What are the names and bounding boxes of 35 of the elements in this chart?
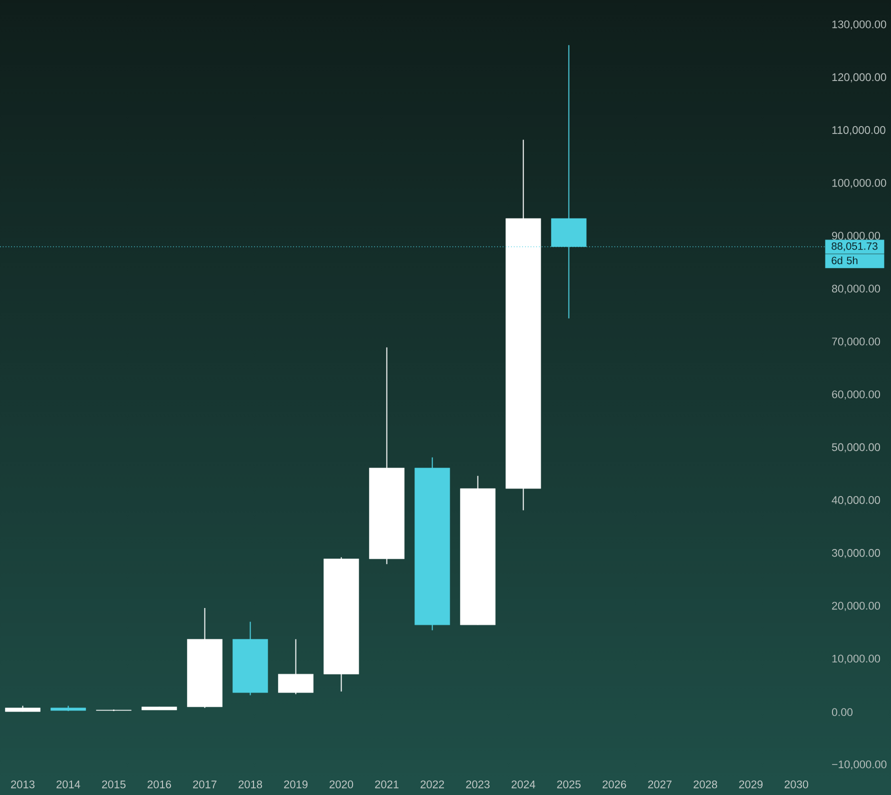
x-tick-label: 2028 xyxy=(694,780,718,788)
y-tick-label: 40,000.00 xyxy=(832,496,880,506)
y-tick-label: 30,000.00 xyxy=(832,549,880,558)
x-tick-label: 2017 xyxy=(193,780,216,788)
x-tick-label: 2030 xyxy=(784,780,808,788)
x-tick-label: 2018 xyxy=(238,780,262,788)
x-tick-label: 2015 xyxy=(102,780,126,788)
y-tick-label: 50,000.00 xyxy=(832,443,880,452)
x-tick-label: 2024 xyxy=(512,780,536,788)
x-tick-label: 2023 xyxy=(466,780,490,788)
y-tick-label: 60,000.00 xyxy=(832,390,880,400)
y-tick-label: 120,000.00 xyxy=(832,73,886,82)
x-tick-label: 2026 xyxy=(602,780,626,788)
y-tick-label: 90,000.00 xyxy=(832,232,880,241)
x-tick-label: 2029 xyxy=(739,780,763,788)
y-tick-label: −10,000.00 xyxy=(832,760,886,770)
ref-line-label: 88,051.73 xyxy=(832,242,878,252)
x-tick-label: 2013 xyxy=(11,780,35,788)
y-tick-label: 80,000.00 xyxy=(832,284,880,294)
x-tick-label: 2022 xyxy=(420,780,444,788)
text: 6d 5h xyxy=(832,256,858,264)
x-tick-label: 2014 xyxy=(56,780,80,788)
y-tick-label: 100,000.00 xyxy=(832,179,886,188)
x-tick-label: 2019 xyxy=(284,780,308,788)
y-tick-label: 10,000.00 xyxy=(832,654,880,664)
y-tick-label: 130,000.00 xyxy=(832,20,886,30)
y-tick-label: 70,000.00 xyxy=(832,338,880,347)
x-tick-label: 2021 xyxy=(375,780,398,788)
x-tick-label: 2016 xyxy=(148,780,172,788)
y-tick-label: 20,000.00 xyxy=(832,602,880,611)
x-tick-label: 2027 xyxy=(648,780,672,788)
y-tick-label: 110,000.00 xyxy=(832,126,886,136)
x-tick-label: 2020 xyxy=(330,780,354,788)
x-tick-label: 2025 xyxy=(557,780,581,788)
y-tick-label: 0.00 xyxy=(832,708,853,716)
